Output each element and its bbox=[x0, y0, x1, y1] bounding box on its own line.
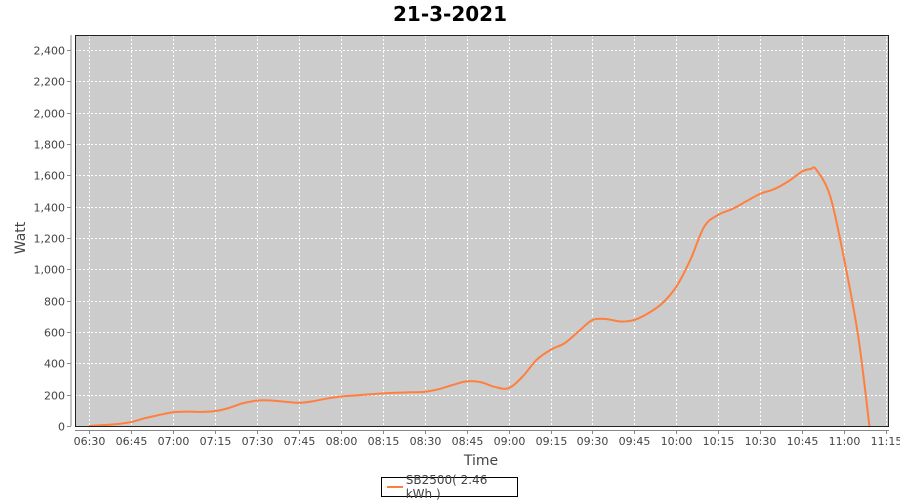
x-tick-label: 09:15 bbox=[536, 435, 568, 448]
y-tick-label: 2,200 bbox=[34, 76, 66, 89]
x-tick-label: 10:00 bbox=[661, 435, 693, 448]
x-tick-label: 09:45 bbox=[619, 435, 651, 448]
plot-border bbox=[75, 35, 889, 427]
y-tick-label: 0 bbox=[58, 421, 65, 434]
y-tick-label: 800 bbox=[44, 296, 65, 309]
x-tick-label: 08:30 bbox=[410, 435, 442, 448]
y-tick-label: 400 bbox=[44, 358, 65, 371]
plot-area bbox=[75, 35, 889, 426]
y-tick-label: 1,400 bbox=[34, 202, 66, 215]
y-tick-label: 600 bbox=[44, 327, 65, 340]
x-tick-label: 09:00 bbox=[494, 435, 526, 448]
y-tick-label: 1,000 bbox=[34, 264, 66, 277]
x-tick-label: 11:15 bbox=[871, 435, 900, 448]
legend: SB2500( 2.46 kWh ) bbox=[381, 473, 518, 501]
x-tick-label: 07:00 bbox=[158, 435, 190, 448]
y-axis: 0 200 400 600 800 1,000 1,200 1,400 1,600 1,800 2,… bbox=[34, 35, 72, 434]
legend-swatch bbox=[387, 486, 403, 488]
x-tick-label: 10:45 bbox=[787, 435, 819, 448]
series-line bbox=[88, 166, 871, 427]
x-axis: 06:30 06:45 07:00 07:15 07:30 07:45 08:00 08:15… bbox=[74, 430, 900, 448]
x-tick-label: 07:45 bbox=[284, 435, 316, 448]
y-tick-label: 1,600 bbox=[34, 170, 66, 183]
y-tick-label: 200 bbox=[44, 390, 65, 403]
x-tick-label: 07:15 bbox=[200, 435, 232, 448]
x-tick-label: 07:30 bbox=[242, 435, 274, 448]
y-tick-label: 1,800 bbox=[34, 139, 66, 152]
y-tick-label: 1,200 bbox=[34, 233, 66, 246]
y-tick-label: 2,400 bbox=[34, 45, 66, 58]
x-tick-label: 08:15 bbox=[368, 435, 400, 448]
x-tick-label: 10:30 bbox=[745, 435, 777, 448]
y-tick-label: 2,000 bbox=[34, 108, 66, 121]
x-tick-label: 08:00 bbox=[326, 435, 358, 448]
x-tick-label: 08:45 bbox=[452, 435, 484, 448]
x-axis-label: Time bbox=[463, 453, 498, 469]
legend-label: SB2500( 2.46 kWh ) bbox=[405, 473, 488, 501]
x-tick-label: 06:30 bbox=[74, 435, 106, 448]
x-tick-label: 10:15 bbox=[703, 435, 735, 448]
x-tick-label: 09:30 bbox=[577, 435, 609, 448]
x-tick-label: 11:00 bbox=[829, 435, 861, 448]
gridlines bbox=[75, 35, 889, 426]
chart-title: 21-3-2021 bbox=[392, 2, 507, 26]
y-axis-label: Watt bbox=[13, 221, 29, 254]
x-tick-label: 06:45 bbox=[116, 435, 148, 448]
